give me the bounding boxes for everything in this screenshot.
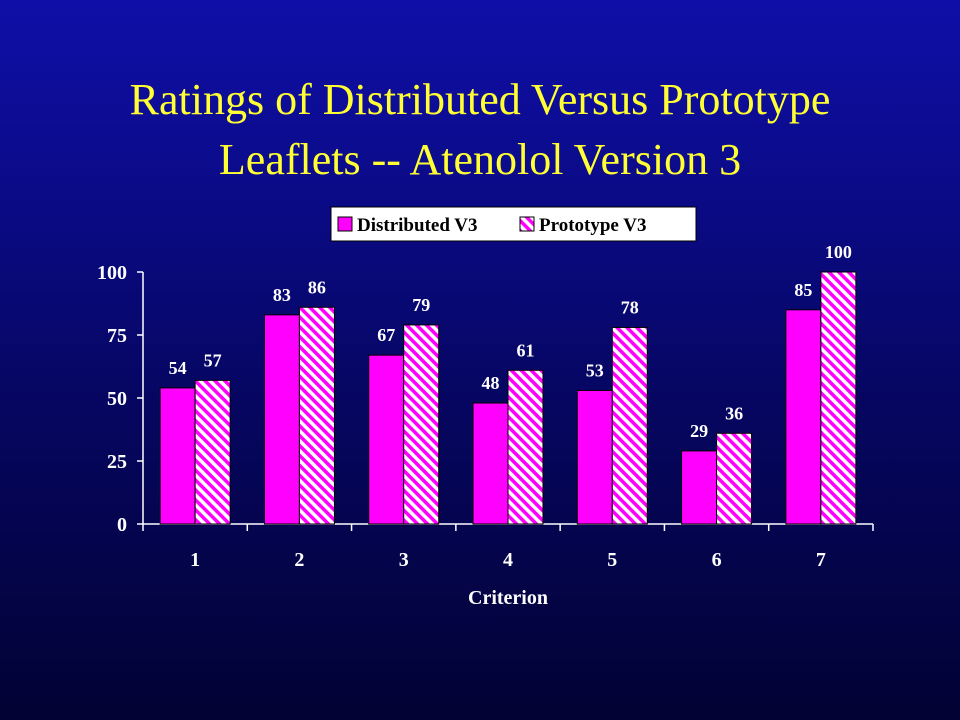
bar-prototype	[403, 324, 440, 525]
data-label-prototype: 86	[308, 277, 326, 297]
bar-prototype	[507, 369, 544, 525]
bar-prototype	[820, 271, 857, 525]
data-label-distributed: 85	[794, 280, 812, 300]
data-label-distributed: 53	[586, 360, 604, 380]
x-tick-label: 5	[607, 549, 617, 571]
bar-prototype	[611, 326, 648, 525]
x-axis-label: Criterion	[468, 587, 548, 609]
title-line-2: Leaflets -- Atenolol Version 3	[218, 135, 742, 184]
legend: Distributed V3 Prototype V3	[330, 206, 697, 242]
bar-distributed	[785, 309, 822, 525]
y-tick-label: 75	[107, 325, 127, 347]
legend-box	[330, 206, 697, 242]
bar-distributed	[681, 450, 718, 525]
bar-distributed	[576, 389, 613, 525]
y-tick-label: 25	[107, 451, 127, 473]
data-label-prototype: 61	[517, 340, 535, 360]
bar-distributed	[159, 387, 196, 525]
x-tick-label: 4	[503, 549, 513, 571]
legend-swatch-distributed	[337, 216, 353, 232]
bar-prototype	[716, 432, 753, 525]
y-tick-label: 0	[117, 514, 127, 536]
y-tick-label: 100	[97, 262, 127, 284]
y-tick-label: 50	[107, 388, 127, 410]
data-label-distributed: 67	[377, 325, 395, 345]
data-label-distributed: 54	[169, 358, 187, 378]
slide-title: Ratings of Distributed Versus Prototype …	[0, 70, 960, 190]
data-label-distributed: 83	[273, 285, 291, 305]
bar-distributed	[263, 314, 300, 525]
bar-prototype	[298, 306, 335, 525]
bar-distributed	[368, 354, 405, 525]
bar-prototype	[194, 379, 231, 525]
x-tick-label: 6	[712, 549, 722, 571]
x-tick-label: 2	[294, 549, 304, 571]
x-tick-label: 3	[399, 549, 409, 571]
data-label-prototype: 36	[725, 403, 743, 423]
x-tick-label: 1	[190, 549, 200, 571]
title-line-1: Ratings of Distributed Versus Prototype	[129, 75, 831, 124]
data-label-distributed: 29	[690, 421, 708, 441]
data-label-prototype: 79	[412, 295, 430, 315]
data-label-prototype: 78	[621, 297, 639, 317]
data-label-distributed: 48	[482, 373, 500, 393]
legend-label-distributed: Distributed V3	[357, 215, 478, 236]
legend-swatch-prototype	[519, 216, 535, 232]
data-label-prototype: 100	[825, 242, 852, 262]
bar-distributed	[472, 402, 509, 525]
data-label-prototype: 57	[204, 350, 222, 370]
x-tick-label: 7	[816, 549, 826, 571]
legend-label-prototype: Prototype V3	[539, 215, 646, 236]
